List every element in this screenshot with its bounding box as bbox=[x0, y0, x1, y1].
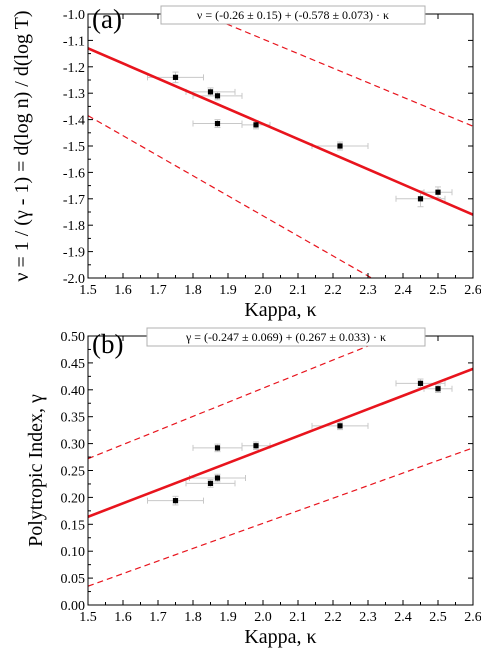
data-point bbox=[172, 74, 179, 80]
equation-box bbox=[146, 327, 426, 347]
y-tick-label: -1.0 bbox=[63, 8, 85, 23]
x-tick-label: 2.6 bbox=[464, 610, 481, 625]
lower-confidence-band bbox=[88, 115, 373, 278]
data-point bbox=[207, 89, 214, 95]
data-point bbox=[172, 498, 179, 504]
y-tick-label: -1.7 bbox=[63, 193, 85, 208]
upper-confidence-band bbox=[88, 336, 395, 460]
data-point bbox=[337, 423, 343, 429]
x-tick-label: 2.1 bbox=[289, 283, 307, 298]
plot-area bbox=[88, 14, 473, 278]
data-point bbox=[214, 93, 221, 99]
y-tick-label: 0.45 bbox=[61, 357, 86, 372]
x-tick-label: 1.9 bbox=[219, 283, 237, 298]
plot-frame bbox=[87, 335, 474, 606]
x-axis-title: Kappa, κ bbox=[244, 626, 316, 648]
data-point bbox=[214, 120, 221, 127]
y-tick-label: 0.15 bbox=[61, 518, 86, 533]
x-tick-label: 2.4 bbox=[394, 610, 412, 625]
y-tick-label: 0.40 bbox=[61, 384, 86, 399]
y-tick-label: -1.9 bbox=[63, 246, 85, 261]
y-tick-label: -1.6 bbox=[63, 166, 85, 181]
data-point bbox=[253, 122, 259, 128]
x-tick-label: 1.8 bbox=[184, 610, 202, 625]
y-tick-label: -1.3 bbox=[63, 87, 85, 102]
data-point bbox=[417, 380, 424, 386]
plot-frame bbox=[87, 13, 474, 279]
x-tick-label: 1.5 bbox=[79, 610, 97, 625]
x-tick-label: 2.3 bbox=[359, 610, 377, 625]
panel-label: (a) bbox=[92, 4, 122, 34]
x-tick-label: 1.7 bbox=[149, 610, 167, 625]
x-tick-label: 2.0 bbox=[254, 283, 272, 298]
panel-label: (b) bbox=[92, 329, 123, 359]
data-point bbox=[207, 480, 214, 487]
x-tick-label: 1.6 bbox=[114, 610, 132, 625]
y-tick-label: 0.35 bbox=[61, 411, 86, 426]
x-tick-label: 1.8 bbox=[184, 283, 202, 298]
y-tick-label: 0.50 bbox=[61, 330, 86, 345]
panel-b: 1.5 1.6 1.7 1.8 1.9 2.0 2.1 2.2 2.3 2.4 2.5 2.6 0.00… bbox=[25, 327, 481, 648]
data-point bbox=[337, 143, 343, 149]
y-tick-label: -1.1 bbox=[63, 34, 85, 49]
data-point bbox=[214, 475, 221, 481]
x-tick-label: 1.7 bbox=[149, 283, 167, 298]
x-tick-label: 1.9 bbox=[219, 610, 237, 625]
x-tick-label: 2.5 bbox=[429, 283, 447, 298]
x-tick-label: 2.6 bbox=[464, 283, 481, 298]
y-tick-label: 0.30 bbox=[61, 438, 86, 453]
x-tick-label: 2.0 bbox=[254, 610, 272, 625]
data-point bbox=[435, 189, 441, 195]
fit-equation: ν = (-0.26 ± 0.15) + (-0.578 ± 0.073) · … bbox=[197, 8, 389, 22]
data-point bbox=[253, 443, 259, 449]
y-tick-label: -1.2 bbox=[63, 61, 85, 76]
x-tick-label: 1.5 bbox=[79, 283, 97, 298]
data-point bbox=[435, 386, 441, 392]
y-tick-label: -1.5 bbox=[63, 140, 85, 155]
x-tick-label: 2.3 bbox=[359, 283, 377, 298]
x-tick-label: 2.5 bbox=[429, 610, 447, 625]
y-axis-title: Polytropic Index, γ bbox=[25, 394, 47, 547]
data-point bbox=[417, 196, 424, 202]
x-axis-title: Kappa, κ bbox=[244, 299, 316, 321]
equation-box bbox=[160, 5, 426, 25]
plot-area bbox=[88, 336, 473, 587]
y-tick-label: 0.00 bbox=[61, 599, 86, 614]
x-tick-label: 2.4 bbox=[394, 283, 412, 298]
lower-confidence-band bbox=[88, 447, 473, 587]
y-axis-title: ν = 1 / (γ - 1) = d(log n) / d(log T) bbox=[11, 10, 33, 281]
y-tick-label: -1.4 bbox=[63, 114, 85, 129]
panel-a: 1.5 1.6 1.7 1.8 1.9 2.0 2.1 2.2 2.3 2.4 2.5 2.6 -2.0… bbox=[11, 4, 481, 321]
fit-line bbox=[88, 47, 473, 216]
y-tick-label: 0.25 bbox=[61, 465, 86, 480]
fit-equation: γ = (-0.247 ± 0.069) + (0.267 ± 0.033) ·… bbox=[185, 330, 386, 344]
y-tick-label: 0.10 bbox=[61, 545, 86, 560]
y-tick-label: 0.05 bbox=[61, 572, 86, 587]
x-tick-label: 2.2 bbox=[324, 610, 342, 625]
x-tick-label: 1.6 bbox=[114, 283, 132, 298]
y-tick-label: -2.0 bbox=[63, 272, 85, 287]
x-tick-label: 2.2 bbox=[324, 283, 342, 298]
fit-line bbox=[88, 367, 473, 518]
y-tick-label: -1.8 bbox=[63, 219, 85, 234]
data-point bbox=[214, 445, 221, 451]
y-tick-label: 0.20 bbox=[61, 491, 86, 506]
x-tick-label: 2.1 bbox=[289, 610, 307, 625]
